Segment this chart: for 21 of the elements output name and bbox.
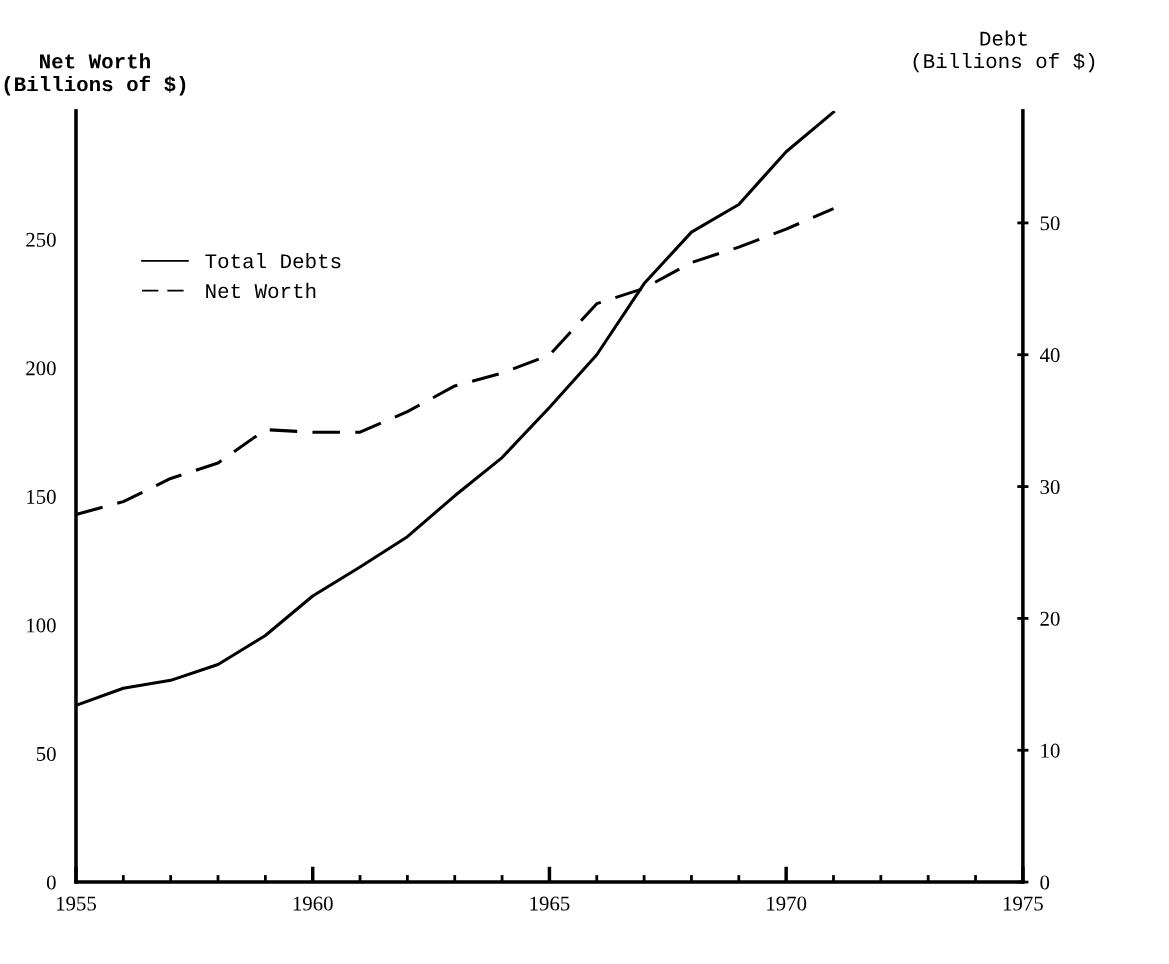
x-tick-label: 1960 xyxy=(293,896,333,911)
y2-tick-label: 20 xyxy=(1040,611,1060,626)
x-tick-label: 1965 xyxy=(530,896,570,911)
y2-tick-label: 0 xyxy=(1040,875,1050,890)
y2-tick-label: 50 xyxy=(1040,216,1060,231)
legend-label: Net Worth xyxy=(206,282,316,299)
y-tick-label: 200 xyxy=(26,361,56,376)
y2-axis-title: Debt (Billions of $) xyxy=(913,30,1095,73)
y2-tick-label: 30 xyxy=(1040,479,1060,495)
y-tick-label: 50 xyxy=(36,746,56,761)
y2-tick-label: 40 xyxy=(1039,348,1060,363)
x-tick-label: 1955 xyxy=(56,896,96,911)
x-tick-label: 1975 xyxy=(1003,896,1043,911)
x-tick-label: 1970 xyxy=(767,896,807,911)
y2-tick-label: 10 xyxy=(1041,743,1060,758)
y-axis-title: Net Worth (Billions of $) xyxy=(4,53,186,96)
y-tick-label: 100 xyxy=(27,618,56,633)
y-tick-label: 150 xyxy=(27,489,56,504)
y-tick-label: 0 xyxy=(46,875,56,890)
legend-label: Total Debts xyxy=(205,253,341,269)
y-tick-label: 250 xyxy=(26,232,56,247)
